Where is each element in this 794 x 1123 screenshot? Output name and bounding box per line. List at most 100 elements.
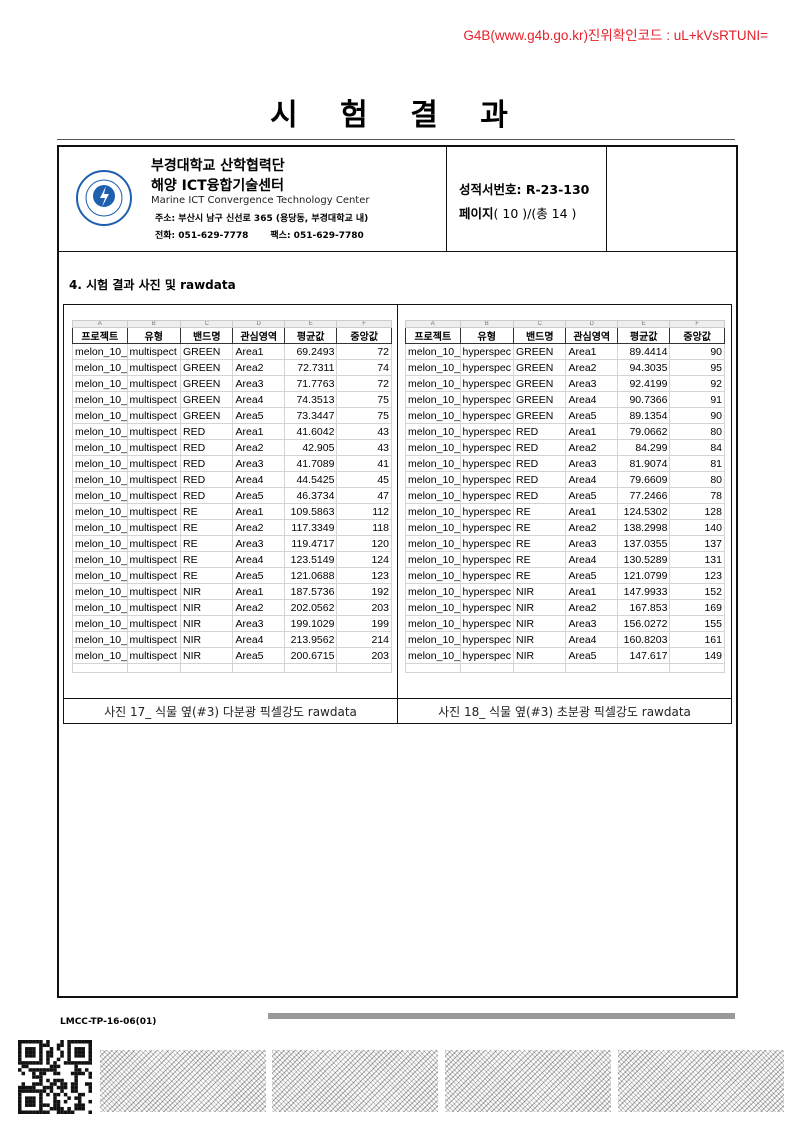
column-letter: F: [670, 321, 725, 328]
table-cell: multispect: [127, 504, 181, 520]
table-cell: 124.5302: [617, 504, 669, 520]
org-name: 부경대학교 산학협력단: [151, 155, 285, 175]
column-header: 유형: [460, 328, 514, 344]
column-header: 평균값: [617, 328, 669, 344]
table-cell: 152: [670, 584, 725, 600]
table-cell: GREEN: [514, 360, 566, 376]
table-cell: RED: [514, 424, 566, 440]
table-cell: hyperspec: [460, 408, 514, 424]
table-cell: hyperspec: [460, 584, 514, 600]
table-cell: GREEN: [514, 376, 566, 392]
table-cell: melon_10_: [406, 392, 461, 408]
address: 주소: 부산시 남구 신선로 365 (용당동, 부경대학교 내): [155, 211, 368, 224]
table-cell: melon_10_: [406, 584, 461, 600]
table-cell: hyperspec: [460, 392, 514, 408]
table-row: melon_10_multispectGREENArea169.249372: [73, 344, 392, 360]
table-cell: multispect: [127, 408, 181, 424]
table-cell: 167.853: [617, 600, 669, 616]
table-cell: RE: [514, 552, 566, 568]
footer-bar: [268, 1013, 735, 1019]
table-cell: melon_10_: [406, 424, 461, 440]
table-cell: Area1: [566, 584, 617, 600]
table-cell: 124: [337, 552, 392, 568]
column-header: 중앙값: [337, 328, 392, 344]
table-cell: Area3: [566, 376, 617, 392]
table-cell: 128: [670, 504, 725, 520]
table-cell: Area4: [233, 632, 284, 648]
table-cell: 77.2466: [617, 488, 669, 504]
document-page: G4B(www.g4b.go.kr)진위확인코드 : uL+kVsRTUNI= …: [0, 0, 794, 1123]
table-cell: multispect: [127, 648, 181, 664]
table-cell: 75: [337, 392, 392, 408]
table-cell: RE: [181, 520, 233, 536]
table-cell: hyperspec: [460, 424, 514, 440]
table-cell: 46.3734: [284, 488, 336, 504]
table-cell: 123: [670, 568, 725, 584]
table-cell: 72: [337, 376, 392, 392]
column-letter: C: [181, 321, 233, 328]
table-cell: RED: [514, 472, 566, 488]
table-cell: Area3: [233, 376, 284, 392]
table-cell: melon_10_: [406, 440, 461, 456]
table-cell: multispect: [127, 376, 181, 392]
page-label: 페이지: [459, 206, 494, 221]
table-row: melon_10_hyperspecNIRArea2167.853169: [406, 600, 725, 616]
fax: 팩스: 051-629-7780: [270, 231, 363, 241]
table-cell: Area5: [566, 408, 617, 424]
table-cell: 120: [337, 536, 392, 552]
table-cell: Area5: [233, 488, 284, 504]
table-cell: NIR: [514, 648, 566, 664]
table-row: melon_10_multispectREArea4123.5149124: [73, 552, 392, 568]
report-number-value: R-23-130: [526, 182, 590, 197]
header-divider: [606, 147, 607, 251]
title-divider: [57, 139, 735, 140]
table-cell: Area1: [233, 504, 284, 520]
column-letter: D: [233, 321, 284, 328]
table-row: melon_10_hyperspecREArea1124.5302128: [406, 504, 725, 520]
table-row: melon_10_multispectNIRArea5200.6715203: [73, 648, 392, 664]
table-cell: Area5: [566, 488, 617, 504]
table-row: melon_10_hyperspecNIRArea3156.0272155: [406, 616, 725, 632]
table-cell: Area1: [566, 344, 617, 360]
column-letter: E: [617, 321, 669, 328]
table-cell: melon_10_: [73, 600, 128, 616]
empty-row: [73, 664, 392, 673]
column-letters: ABCDEF: [406, 321, 725, 328]
table-row: melon_10_multispectREArea5121.0688123: [73, 568, 392, 584]
table-cell: 161: [670, 632, 725, 648]
table-row: melon_10_hyperspecREArea2138.2998140: [406, 520, 725, 536]
contact: 전화: 051-629-7778팩스: 051-629-7780: [155, 228, 364, 241]
table-cell: 112: [337, 504, 392, 520]
table-cell: 94.3035: [617, 360, 669, 376]
table-cell: hyperspec: [460, 568, 514, 584]
table-cell: Area2: [566, 440, 617, 456]
table-cell: 90: [670, 344, 725, 360]
table-header: 프로젝트유형밴드명관심영역평균값중앙값: [406, 328, 725, 344]
photo-divider: [397, 305, 398, 723]
table-cell: hyperspec: [460, 552, 514, 568]
table-cell: melon_10_: [406, 616, 461, 632]
column-letter: B: [127, 321, 181, 328]
table-header: 프로젝트유형밴드명관심영역평균값중앙값: [73, 328, 392, 344]
table-cell: melon_10_: [73, 568, 128, 584]
table-cell: Area1: [566, 424, 617, 440]
table-row: melon_10_hyperspecNIRArea4160.8203161: [406, 632, 725, 648]
table-cell: multispect: [127, 568, 181, 584]
report-header: 부경대학교 산학협력단 해양 ICT융합기술센터 Marine ICT Conv…: [59, 147, 736, 252]
table-cell: melon_10_: [73, 648, 128, 664]
table-cell: hyperspec: [460, 616, 514, 632]
caption-divider: [64, 698, 731, 699]
table-cell: RE: [514, 504, 566, 520]
column-letters: ABCDEF: [73, 321, 392, 328]
table-cell: RED: [181, 456, 233, 472]
rawdata-table-multispectral: ABCDEF프로젝트유형밴드명관심영역평균값중앙값melon_10_multis…: [72, 320, 392, 673]
table-cell: melon_10_: [73, 488, 128, 504]
column-letter: A: [406, 321, 461, 328]
caption-photo-17: 사진 17_ 식물 옆(#3) 다분광 픽셀강도 rawdata: [64, 703, 397, 720]
empty-row: [406, 664, 725, 673]
report-number-label: 성적서번호:: [459, 182, 522, 197]
table-cell: 123.5149: [284, 552, 336, 568]
table-cell: Area1: [233, 424, 284, 440]
table-cell: Area4: [233, 472, 284, 488]
table-cell: melon_10_: [73, 440, 128, 456]
